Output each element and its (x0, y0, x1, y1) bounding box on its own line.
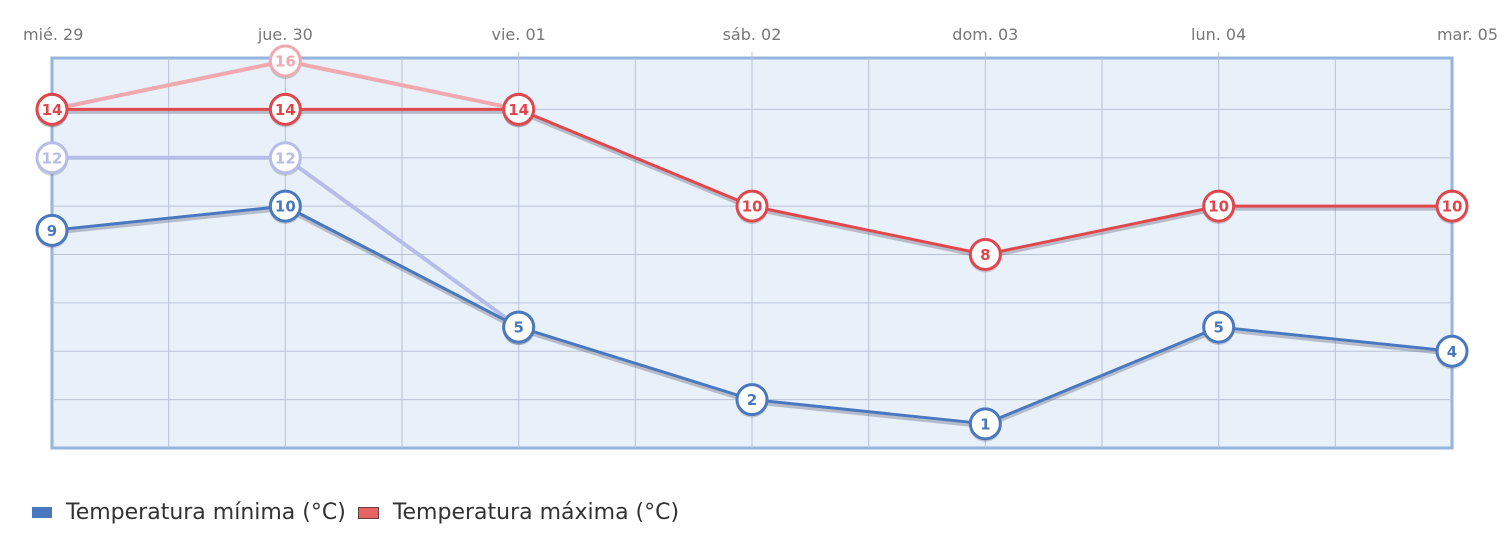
min-temp-point[interactable]: 1 (968, 407, 1002, 442)
temperature-line-chart: mié. 29 jue. 30 vie. 01 sáb. 02 dom. 03 lun. … (23, 25, 1498, 450)
x-axis-label: dom. 03 (952, 25, 1018, 44)
svg-text:12: 12 (275, 149, 296, 167)
min-temp-point[interactable]: 10 (268, 189, 302, 225)
previous-min-point[interactable]: 12 (35, 141, 69, 176)
previous-min-point[interactable]: 12 (268, 141, 302, 176)
legend-label-max: Temperatura máxima (°C) (392, 500, 680, 525)
svg-text:10: 10 (742, 198, 763, 216)
max-temp-point[interactable]: 14 (35, 92, 69, 128)
max-temp-point[interactable]: 14 (268, 92, 302, 128)
max-temp-point[interactable]: 8 (968, 238, 1002, 273)
max-temp-point[interactable]: 10 (1202, 189, 1236, 225)
svg-text:5: 5 (513, 319, 523, 337)
min-temp-point[interactable]: 5 (1202, 310, 1236, 346)
min-temp-point[interactable]: 9 (35, 213, 69, 249)
svg-text:10: 10 (275, 198, 296, 216)
x-axis-label: mar. 05 (1437, 25, 1498, 44)
svg-text:2: 2 (747, 391, 757, 409)
max-temp-point[interactable]: 14 (502, 92, 536, 128)
legend-item-max[interactable]: Temperatura máxima (°C) (357, 500, 680, 525)
svg-text:1: 1 (980, 415, 990, 433)
svg-text:4: 4 (1447, 343, 1457, 361)
previous-max-point[interactable]: 16 (268, 44, 302, 79)
svg-text:5: 5 (1213, 319, 1223, 337)
legend-label-min: Temperatura mínima (°C) (66, 500, 346, 525)
x-axis-label: jue. 30 (257, 25, 313, 44)
min-temp-point[interactable]: 4 (1435, 334, 1469, 370)
x-axis-labels: mié. 29 jue. 30 vie. 01 sáb. 02 dom. 03 lun. … (23, 25, 1498, 44)
x-axis-label: vie. 01 (492, 25, 546, 44)
svg-text:14: 14 (42, 101, 63, 119)
svg-text:14: 14 (275, 101, 296, 119)
max-temp-point[interactable]: 10 (1435, 189, 1469, 225)
x-axis-label: mié. 29 (23, 25, 83, 44)
legend-item-min[interactable]: Temperatura mínima (°C) (32, 500, 346, 525)
legend-swatch-min (32, 507, 52, 518)
svg-text:10: 10 (1208, 198, 1229, 216)
svg-text:10: 10 (1442, 198, 1463, 216)
data-points: 12125141614910521541414141081010 (35, 44, 1469, 442)
svg-text:12: 12 (42, 149, 63, 167)
min-temp-point[interactable]: 2 (735, 383, 769, 418)
svg-text:14: 14 (508, 101, 529, 119)
svg-text:16: 16 (275, 53, 296, 71)
legend-swatch-max (357, 506, 379, 519)
svg-text:9: 9 (47, 222, 57, 240)
min-temp-point[interactable]: 5 (502, 310, 536, 346)
x-axis-label: lun. 04 (1191, 25, 1246, 44)
x-axis-label: sáb. 02 (723, 25, 782, 44)
max-temp-point[interactable]: 10 (735, 189, 769, 225)
legend: Temperatura mínima (°C) Temperatura máxi… (32, 500, 691, 525)
svg-text:8: 8 (980, 246, 990, 264)
